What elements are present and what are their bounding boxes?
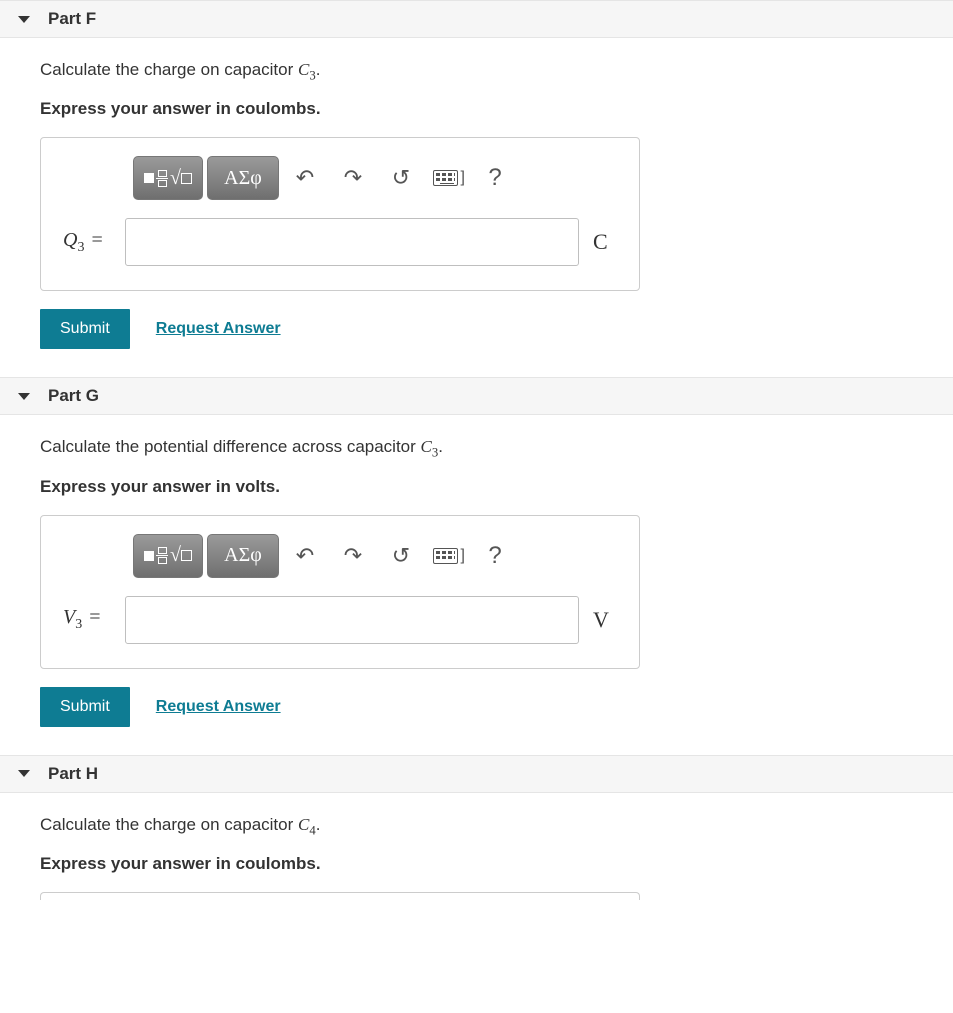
part-header[interactable]: Part G <box>0 377 953 415</box>
keyboard-icon <box>433 548 458 564</box>
redo-icon: ↷ <box>344 543 362 569</box>
part-body: Calculate the potential difference acros… <box>0 415 953 754</box>
answer-row: V3 = V <box>63 596 617 644</box>
chevron-down-icon <box>18 770 30 777</box>
undo-icon: ↶ <box>296 543 314 569</box>
redo-icon: ↷ <box>344 165 362 191</box>
part-title: Part G <box>48 386 99 406</box>
answer-box <box>40 892 640 900</box>
answer-input[interactable] <box>125 596 579 644</box>
help-button[interactable]: ? <box>475 534 515 578</box>
part-title: Part H <box>48 764 98 784</box>
templates-button[interactable]: √ <box>133 534 203 578</box>
part-header[interactable]: Part H <box>0 755 953 793</box>
undo-button[interactable]: ↶ <box>283 156 327 200</box>
part-body: Calculate the charge on capacitor C3. Ex… <box>0 38 953 377</box>
part-header[interactable]: Part F <box>0 0 953 38</box>
reset-icon: ↺ <box>392 165 410 191</box>
answer-row: Q3 = C <box>63 218 617 266</box>
chevron-down-icon <box>18 16 30 23</box>
help-icon: ? <box>488 164 501 192</box>
prompt-post: . <box>316 815 321 834</box>
prompt-text: Calculate the potential difference acros… <box>40 437 913 460</box>
chevron-down-icon <box>18 393 30 400</box>
submit-button[interactable]: Submit <box>40 309 130 349</box>
submit-row: Submit Request Answer <box>40 687 913 727</box>
request-answer-link[interactable]: Request Answer <box>156 320 281 338</box>
prompt-post: . <box>316 60 321 79</box>
instruction-text: Express your answer in coulombs. <box>40 854 913 874</box>
prompt-pre: Calculate the charge on capacitor <box>40 60 298 79</box>
undo-icon: ↶ <box>296 165 314 191</box>
unit-label: V <box>593 607 617 633</box>
variable-label: V3 = <box>63 606 125 633</box>
prompt-var: C3 <box>298 60 316 79</box>
help-button[interactable]: ? <box>475 156 515 200</box>
templates-icon: √ <box>144 167 192 190</box>
unit-label: C <box>593 229 617 255</box>
prompt-var: C4 <box>298 815 316 834</box>
answer-box: √ ΑΣφ ↶ ↷ ↺ ] ? Q3 = C <box>40 137 640 291</box>
prompt-pre: Calculate the charge on capacitor <box>40 815 298 834</box>
prompt-pre: Calculate the potential difference acros… <box>40 437 421 456</box>
submit-button[interactable]: Submit <box>40 687 130 727</box>
greek-button[interactable]: ΑΣφ <box>207 534 279 578</box>
submit-row: Submit Request Answer <box>40 309 913 349</box>
greek-button[interactable]: ΑΣφ <box>207 156 279 200</box>
part-f: Part F Calculate the charge on capacitor… <box>0 0 953 377</box>
part-body: Calculate the charge on capacitor C4. Ex… <box>0 793 953 910</box>
keyboard-button[interactable]: ] <box>427 156 471 200</box>
part-h: Part H Calculate the charge on capacitor… <box>0 755 953 910</box>
prompt-text: Calculate the charge on capacitor C4. <box>40 815 913 838</box>
equation-toolbar: √ ΑΣφ ↶ ↷ ↺ ] ? <box>133 534 617 578</box>
undo-button[interactable]: ↶ <box>283 534 327 578</box>
redo-button[interactable]: ↷ <box>331 534 375 578</box>
answer-input[interactable] <box>125 218 579 266</box>
prompt-text: Calculate the charge on capacitor C3. <box>40 60 913 83</box>
prompt-var: C3 <box>421 437 439 456</box>
answer-box: √ ΑΣφ ↶ ↷ ↺ ] ? V3 = V <box>40 515 640 669</box>
request-answer-link[interactable]: Request Answer <box>156 698 281 716</box>
keyboard-icon <box>433 170 458 186</box>
redo-button[interactable]: ↷ <box>331 156 375 200</box>
reset-button[interactable]: ↺ <box>379 156 423 200</box>
prompt-post: . <box>438 437 443 456</box>
templates-button[interactable]: √ <box>133 156 203 200</box>
part-g: Part G Calculate the potential differenc… <box>0 377 953 754</box>
help-icon: ? <box>488 542 501 570</box>
reset-button[interactable]: ↺ <box>379 534 423 578</box>
instruction-text: Express your answer in coulombs. <box>40 99 913 119</box>
part-title: Part F <box>48 9 96 29</box>
templates-icon: √ <box>144 544 192 567</box>
variable-label: Q3 = <box>63 229 125 256</box>
keyboard-button[interactable]: ] <box>427 534 471 578</box>
instruction-text: Express your answer in volts. <box>40 477 913 497</box>
equation-toolbar: √ ΑΣφ ↶ ↷ ↺ ] ? <box>133 156 617 200</box>
reset-icon: ↺ <box>392 543 410 569</box>
